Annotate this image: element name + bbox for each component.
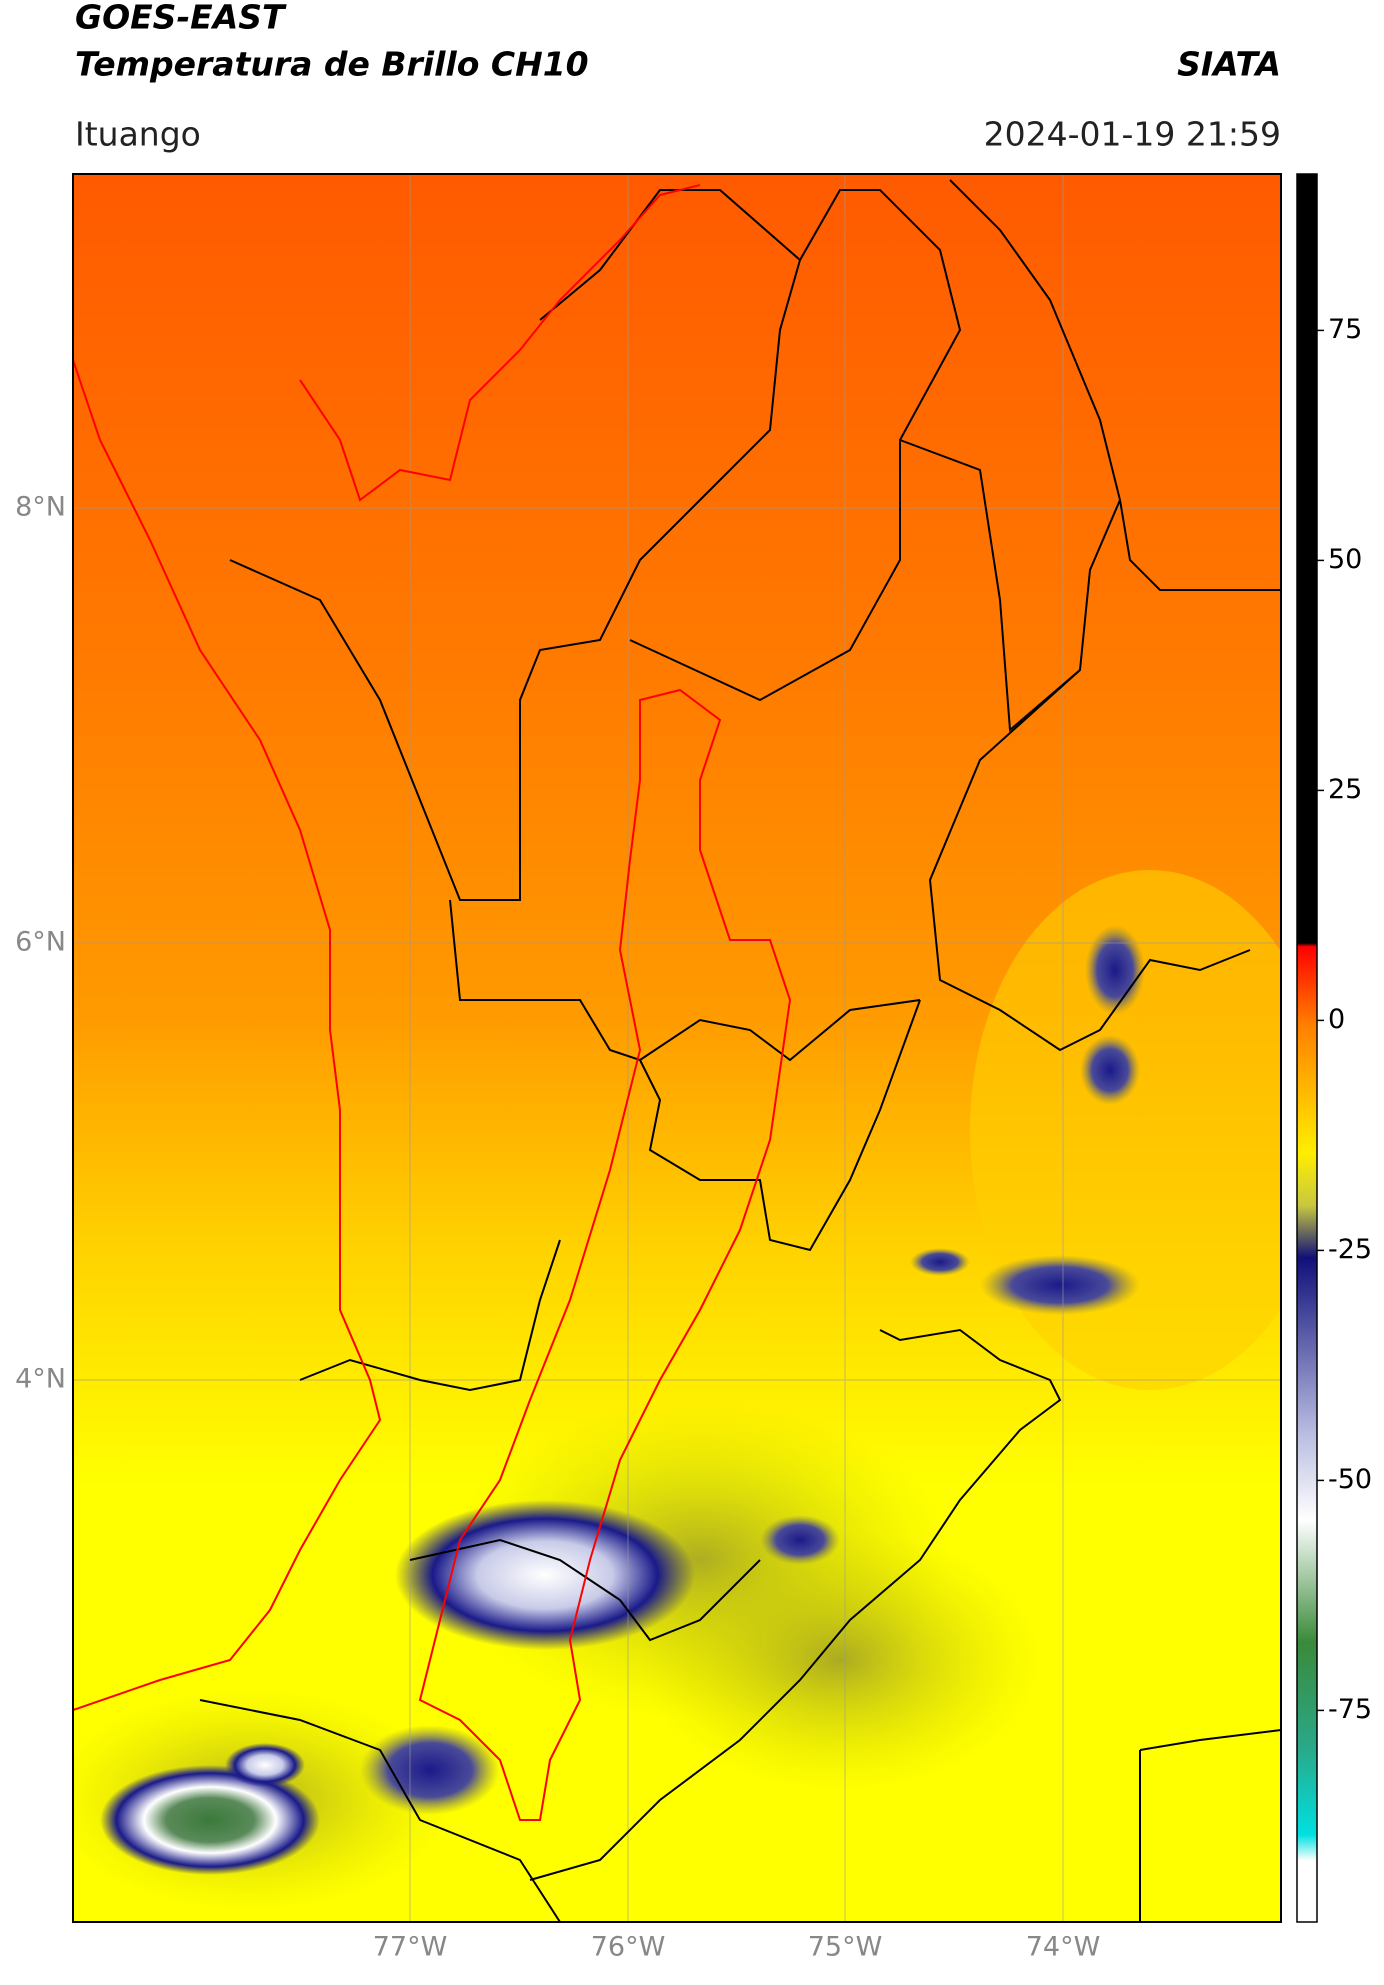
satellite-title: GOES-EAST [75,0,287,37]
lon-label: 75°W [808,1932,883,1963]
colorbar-tick-label: 25 [1328,774,1362,805]
admin-borders [199,179,1281,1922]
lon-label: 74°W [1026,1932,1101,1963]
lat-label: 6°N [15,927,66,958]
colorbar-tick-label: -50 [1328,1464,1372,1495]
colorbar [1296,173,1318,1923]
cold-cloud [760,1515,840,1565]
timestamp-label: 2024-01-19 21:59 [984,115,1281,154]
cold-cloud [395,1500,695,1650]
product-title: Temperatura de Brillo CH10 [75,45,589,84]
warm-haze [970,870,1281,1390]
cold-cloud [1080,1035,1140,1105]
cold-cloud [1085,925,1145,1015]
map [73,174,1281,1922]
colorbar-tick-label: 0 [1328,1004,1345,1035]
lat-label: 4°N [15,1364,66,1395]
cold-cloud [360,1725,500,1815]
colorbar-tick-label: -75 [1328,1694,1372,1725]
lon-label: 76°W [591,1932,666,1963]
colorbar-tick-label: 75 [1328,314,1362,345]
agency-title: SIATA [1177,45,1281,84]
map-frame [72,173,1282,1923]
coast-and-basin [73,184,792,1821]
cold-cloud [980,1255,1140,1315]
cold-cloud [225,1743,305,1787]
cold-cloud [910,1248,970,1276]
coldest-cloud [100,1765,320,1875]
region-label: Ituango [75,115,201,154]
colorbar-tick-label: 50 [1328,544,1362,575]
lon-label: 77°W [373,1932,448,1963]
colorbar-tick-label: -25 [1328,1234,1372,1265]
cloud-haze [640,1530,1040,1790]
lat-label: 8°N [15,492,66,523]
